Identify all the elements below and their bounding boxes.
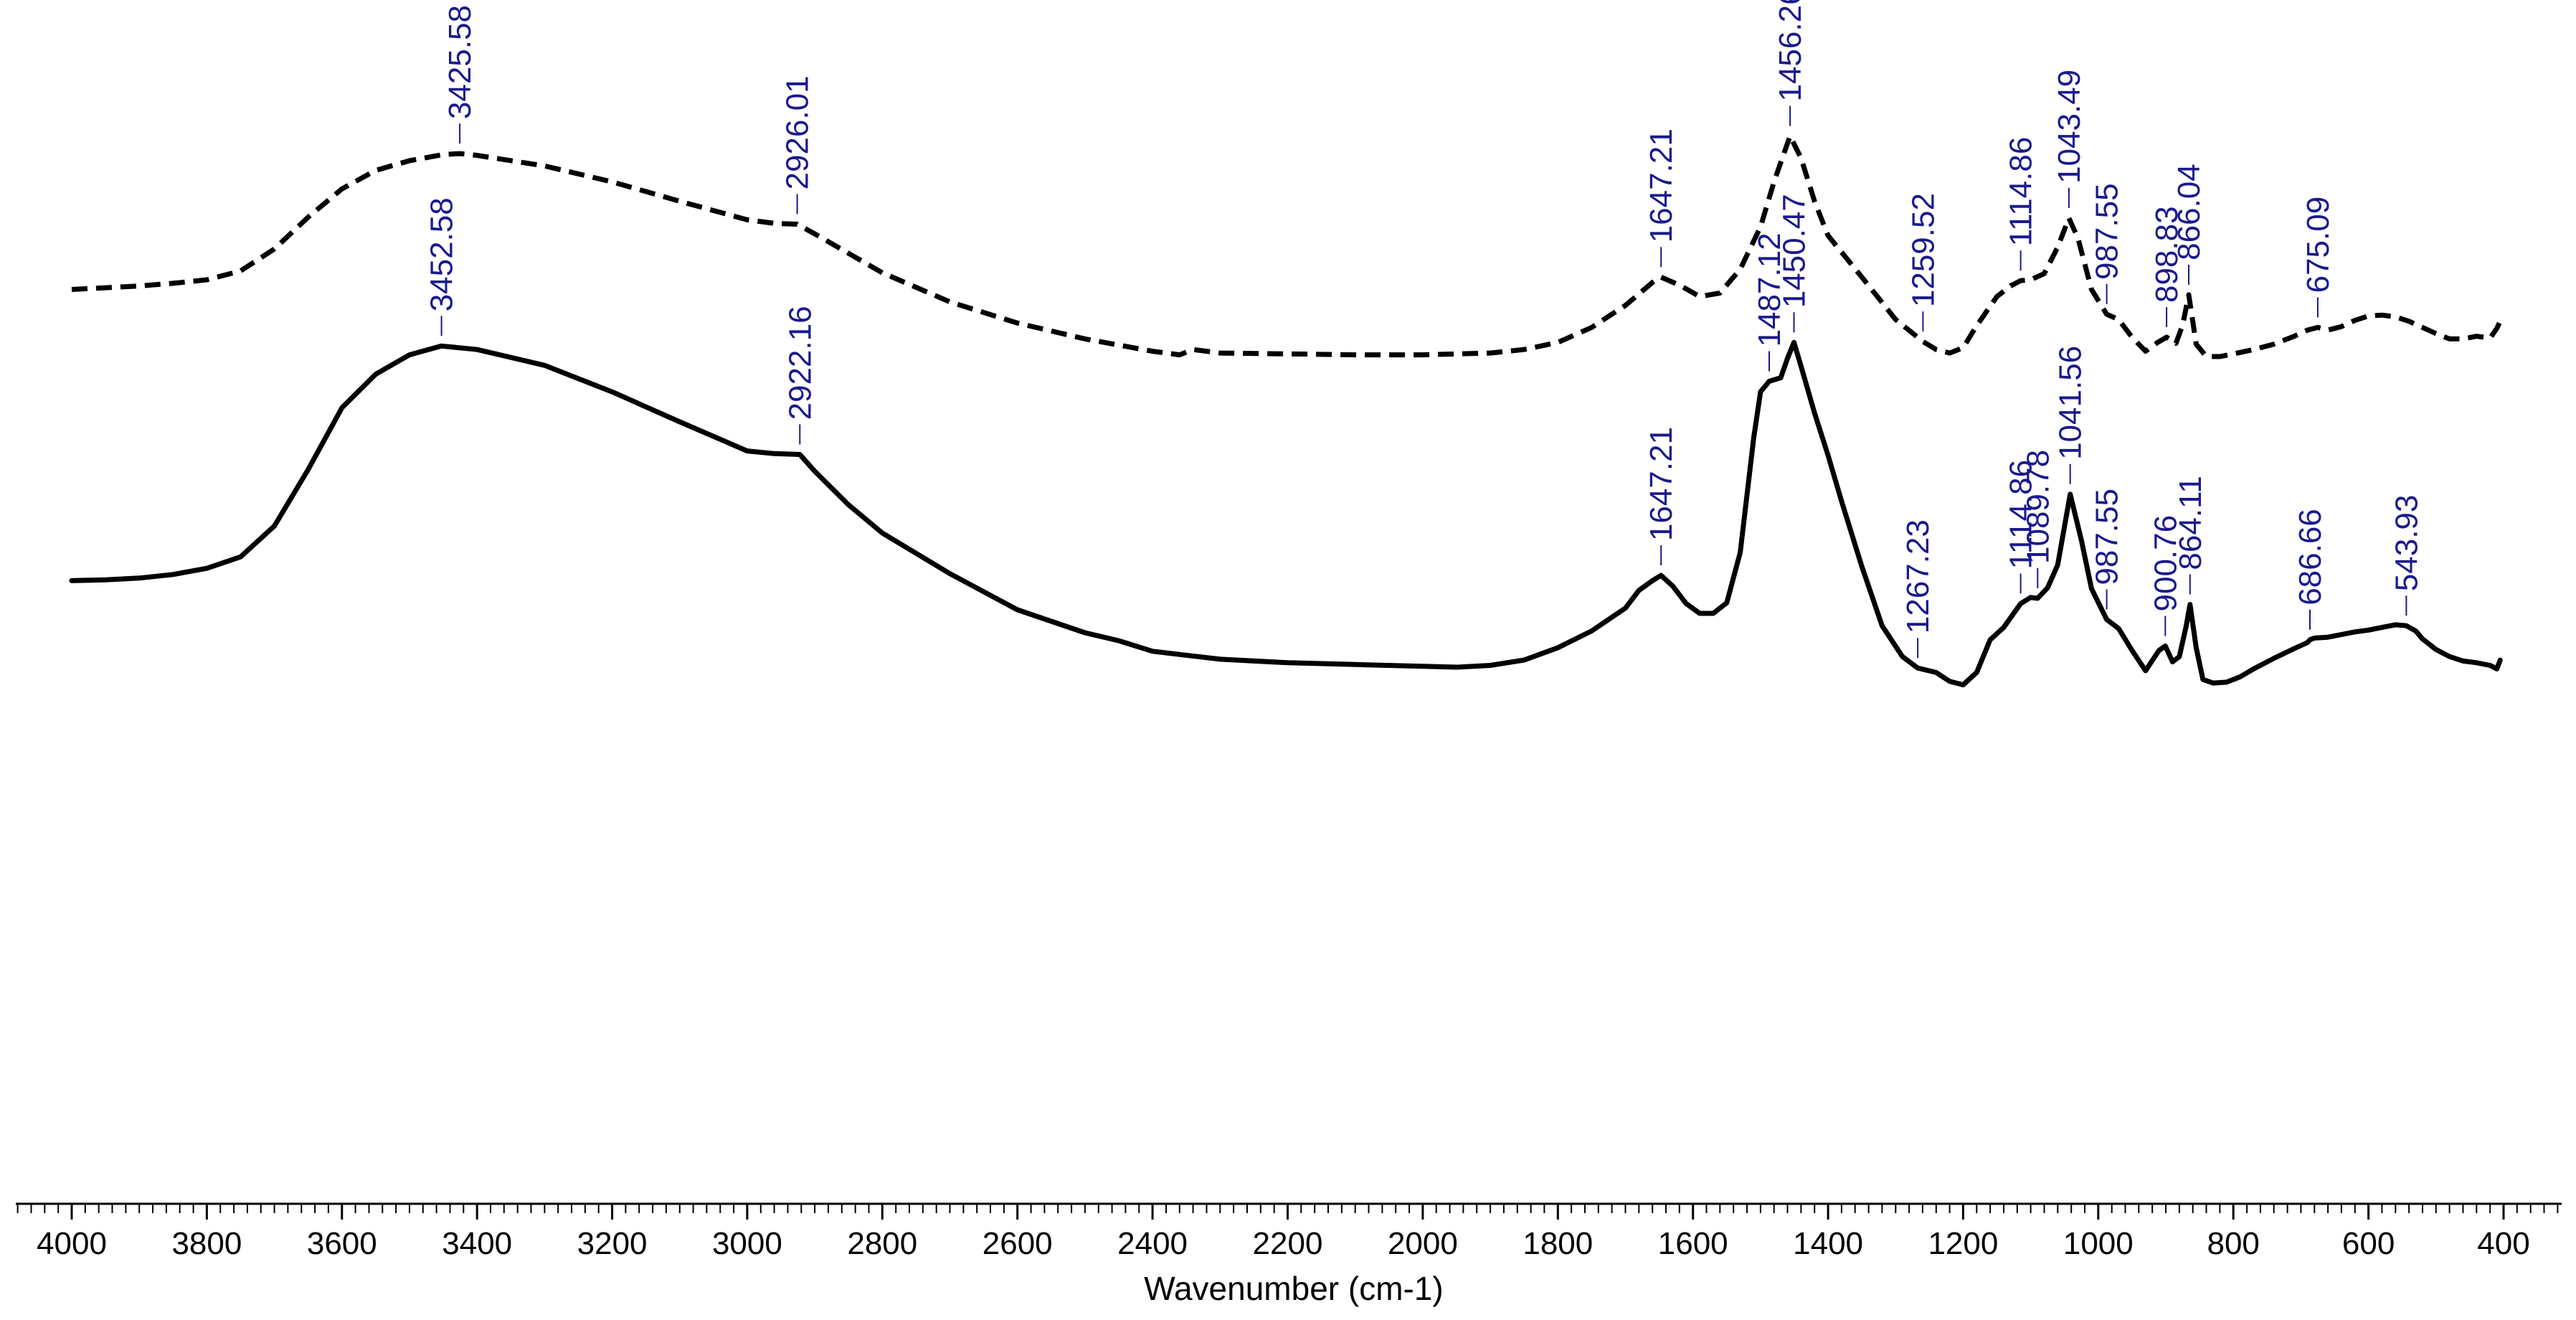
peak-label: 898.83: [2149, 206, 2184, 303]
x-tick-label: 1200: [1928, 1226, 1998, 1261]
x-tick-label: 400: [2477, 1226, 2529, 1261]
x-tick-label: 1600: [1658, 1226, 1728, 1261]
x-tick-label: 600: [2342, 1226, 2395, 1261]
x-tick-label: 2800: [847, 1226, 917, 1261]
peak-label: 3452.58: [425, 197, 460, 311]
x-tick-label: 2200: [1253, 1226, 1323, 1261]
x-tick-label: 1800: [1523, 1226, 1593, 1261]
bottom-spectrum-line: [69, 339, 2503, 688]
peak-label: 864.11: [2173, 476, 2208, 570]
x-axis-title: Wavenumber (cm-1): [1144, 1270, 1443, 1307]
peak-label: 1089.78: [2020, 450, 2055, 564]
spectra: [69, 133, 2503, 688]
peak-label: 1114.86: [2004, 137, 2039, 247]
peak-label: 900.76: [2148, 515, 2183, 612]
peak-label: 2926.01: [780, 75, 815, 189]
peak-label: 1456.26: [1773, 0, 1808, 102]
peak-label: 543.93: [2389, 495, 2424, 592]
x-axis: 4000 3800 3600 3400 3200 3000 2800 2600 2400 2200…: [16, 1202, 2562, 1261]
peak-label: 987.55: [2090, 489, 2125, 585]
x-tick-label: 3600: [307, 1226, 377, 1261]
x-tick-label: 3400: [442, 1226, 512, 1261]
x-tick-label: 1000: [2063, 1226, 2134, 1261]
x-tick-label: 2400: [1117, 1226, 1188, 1261]
x-tick-label: 2000: [1388, 1226, 1458, 1261]
peak-label: 675.09: [2301, 197, 2336, 293]
peak-label: 1114.86: [2004, 460, 2039, 570]
peak-annotations: 3425.58 2926.01 1647.21 1456.26 1259.52 1114.…: [425, 0, 2424, 659]
peak-label: 1450.47: [1777, 194, 1812, 308]
peak-label: 866.04: [2172, 164, 2207, 260]
x-tick-label: 1400: [1793, 1226, 1863, 1261]
x-tick-label: 3000: [712, 1226, 782, 1261]
x-tick-label: 3200: [577, 1226, 648, 1261]
peak-label: 1041.56: [2053, 346, 2088, 460]
peak-label: 1259.52: [1905, 193, 1941, 307]
x-tick-label: 800: [2207, 1226, 2259, 1261]
x-tick-label: 3800: [171, 1226, 242, 1261]
peak-label: 1647.21: [1644, 427, 1679, 541]
top-spectrum-line: [71, 133, 2503, 359]
peak-label: 987.55: [2090, 183, 2125, 280]
peak-label: 1487.12: [1752, 232, 1787, 346]
peak-label: 686.66: [2293, 509, 2328, 605]
x-tick-label: 2600: [982, 1226, 1053, 1261]
peak-label: 1043.49: [2052, 70, 2087, 184]
peak-label: 1647.21: [1644, 128, 1679, 242]
x-tick-label: 4000: [37, 1226, 107, 1261]
peak-label: 3425.58: [442, 5, 478, 119]
peak-label: 2922.16: [782, 306, 818, 420]
peak-label: 1267.23: [1900, 519, 1936, 633]
